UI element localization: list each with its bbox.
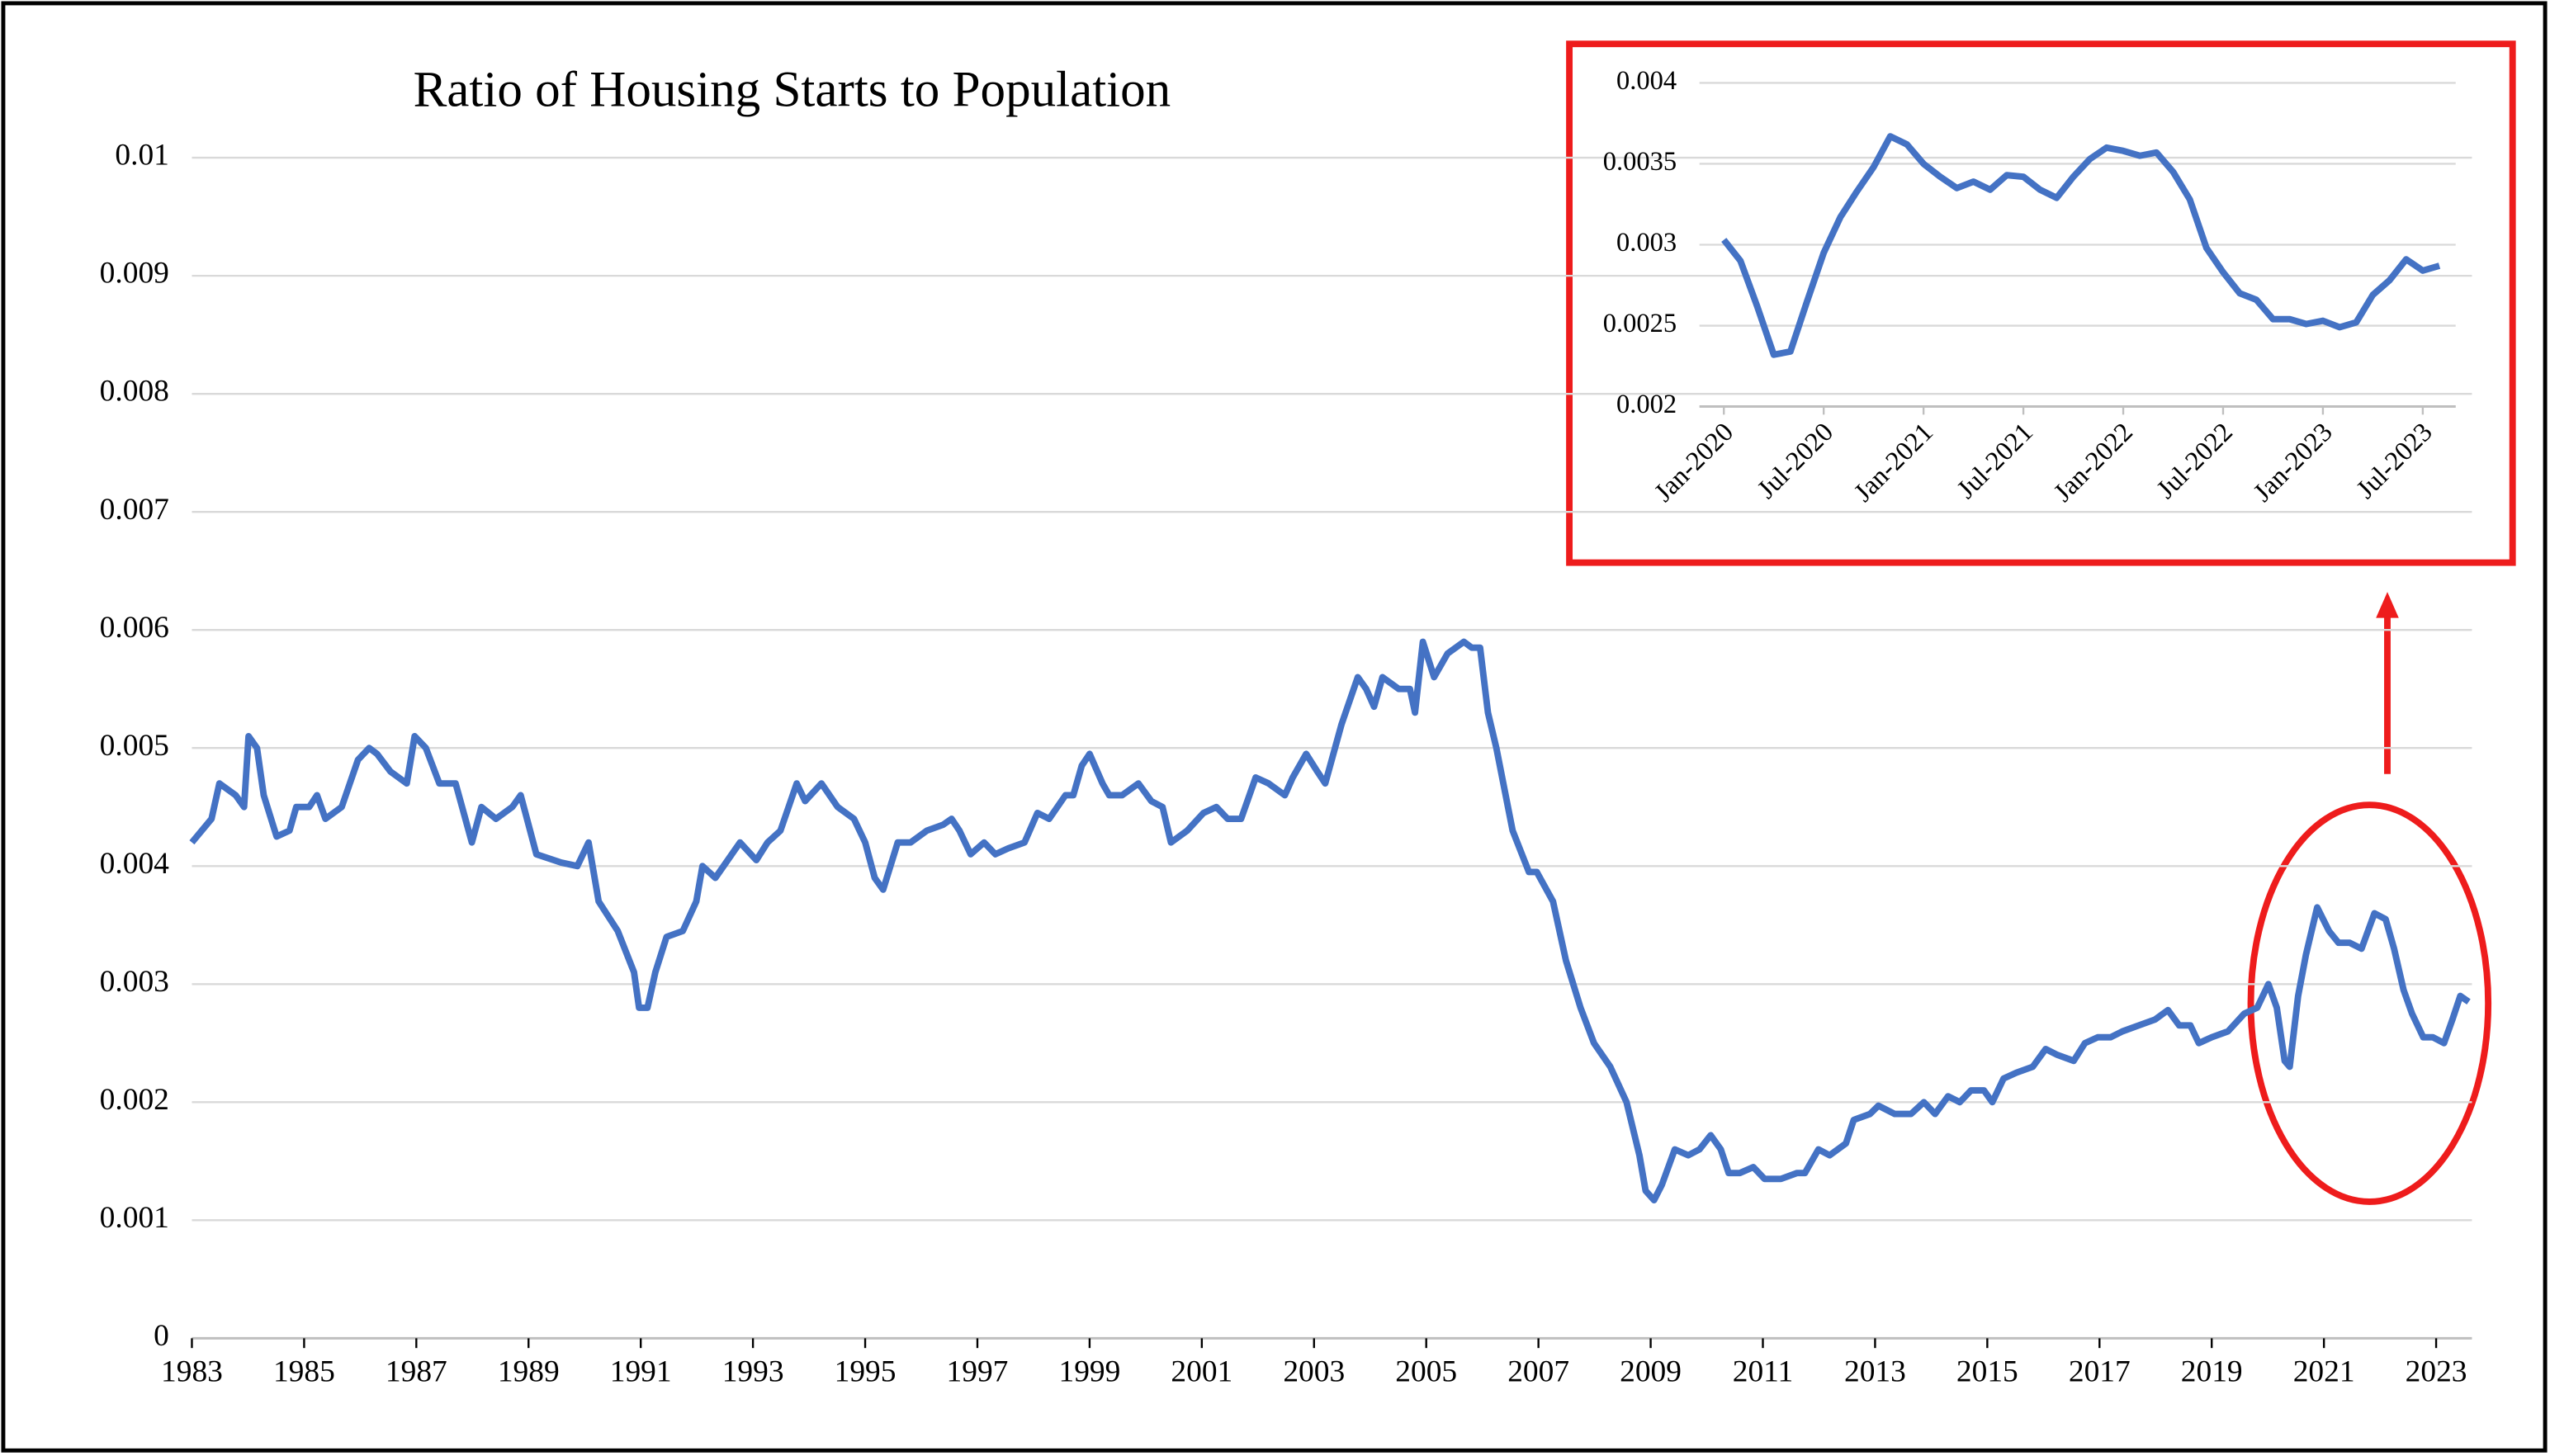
y-tick-label: 0.007 xyxy=(100,493,169,527)
x-tick-label: 1991 xyxy=(610,1354,672,1388)
y-tick-label: 0.005 xyxy=(100,729,169,763)
data-line xyxy=(1721,133,2441,358)
y-tick-label: 0.008 xyxy=(100,375,169,409)
x-tick-label: 2015 xyxy=(1956,1354,2018,1388)
y-tick-label: 0.009 xyxy=(100,257,169,291)
x-tick-label: 2017 xyxy=(2069,1354,2131,1388)
x-tick-label: 2013 xyxy=(1844,1354,1906,1388)
y-tick-label: 0.002 xyxy=(1616,390,1677,419)
x-tick-label: 2019 xyxy=(2181,1354,2243,1388)
x-tick-label: 1997 xyxy=(947,1354,1009,1388)
x-tick-label: 2005 xyxy=(1395,1354,1457,1388)
x-tick-label: 2021 xyxy=(2293,1354,2355,1388)
chart-title: Ratio of Housing Starts to Population xyxy=(414,62,1171,117)
x-tick-label: 1983 xyxy=(161,1354,223,1388)
data-line xyxy=(189,638,2471,1203)
x-tick-label: 2007 xyxy=(1507,1354,1569,1388)
y-tick-label: 0.0035 xyxy=(1603,147,1677,177)
y-tick-label: 0.004 xyxy=(1616,66,1677,96)
y-tick-label: 0.002 xyxy=(100,1083,169,1117)
y-tick-label: 0 xyxy=(154,1319,169,1353)
x-tick-label: 1995 xyxy=(835,1354,897,1388)
y-tick-label: 0.004 xyxy=(100,847,169,881)
y-tick-label: 0.003 xyxy=(1616,228,1677,258)
x-tick-label: 2003 xyxy=(1283,1354,1345,1388)
x-tick-label: 2011 xyxy=(1733,1354,1793,1388)
x-tick-label: 1987 xyxy=(386,1354,447,1388)
y-tick-label: 0.006 xyxy=(100,611,169,645)
y-tick-label: 0.003 xyxy=(100,965,169,999)
x-tick-label: 2001 xyxy=(1171,1354,1232,1388)
x-tick-label: 1985 xyxy=(273,1354,335,1388)
highlight-ellipse xyxy=(2247,801,2492,1205)
x-tick-label: 2023 xyxy=(2406,1354,2467,1388)
inset-frame xyxy=(1566,40,2516,566)
x-tick-label: 1999 xyxy=(1058,1354,1120,1388)
y-tick-label: 0.01 xyxy=(115,139,168,173)
y-tick-label: 0.001 xyxy=(100,1201,169,1235)
x-tick-label: 1993 xyxy=(722,1354,784,1388)
arrow-head xyxy=(2376,592,2399,618)
x-tick-label: 1989 xyxy=(498,1354,560,1388)
x-tick-label: 2009 xyxy=(1620,1354,1682,1388)
y-tick-label: 0.0025 xyxy=(1603,309,1677,338)
